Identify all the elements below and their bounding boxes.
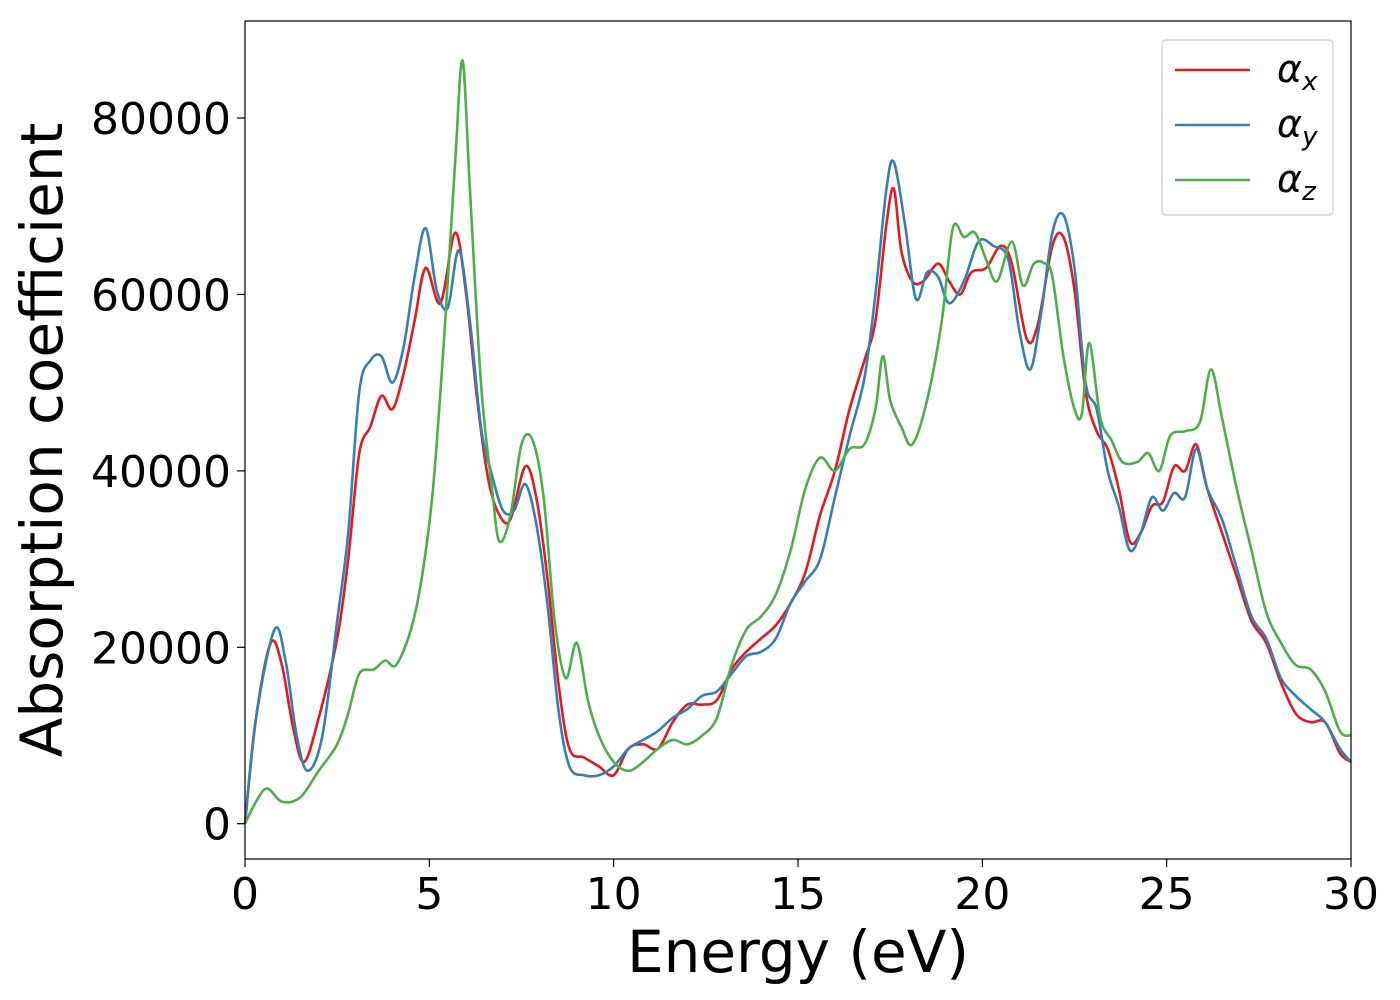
series-line-x: [243, 186, 1352, 824]
x-tick-label: 0: [231, 869, 259, 920]
y-tick-label: 40000: [91, 447, 231, 498]
x-tick-label: 20: [954, 869, 1010, 920]
legend-label-y: αy: [1277, 102, 1318, 152]
y-tick-label: 60000: [91, 270, 231, 321]
legend-label-x: αx: [1277, 47, 1318, 97]
x-tick-label: 5: [415, 869, 443, 920]
y-axis-title: Absorption coefficient: [8, 123, 76, 758]
series-line-y: [243, 159, 1352, 824]
x-tick-label: 30: [1323, 869, 1379, 920]
y-axis: 0 20000 40000 60000 80000: [91, 94, 245, 851]
legend-box: [1161, 39, 1334, 216]
plot-lines: [243, 59, 1352, 825]
x-axis: 0 5 10 15 20 25 30: [231, 859, 1379, 920]
legend-label-z: αz: [1277, 157, 1317, 207]
x-tick-label: 10: [586, 869, 642, 920]
x-tick-label: 15: [770, 869, 826, 920]
x-tick-label: 25: [1139, 869, 1195, 920]
x-axis-title: Energy (eV): [627, 918, 969, 986]
series-line-z: [243, 59, 1352, 825]
y-tick-label: 80000: [91, 94, 231, 145]
y-tick-label: 20000: [91, 623, 231, 674]
y-tick-label: 0: [203, 800, 231, 851]
